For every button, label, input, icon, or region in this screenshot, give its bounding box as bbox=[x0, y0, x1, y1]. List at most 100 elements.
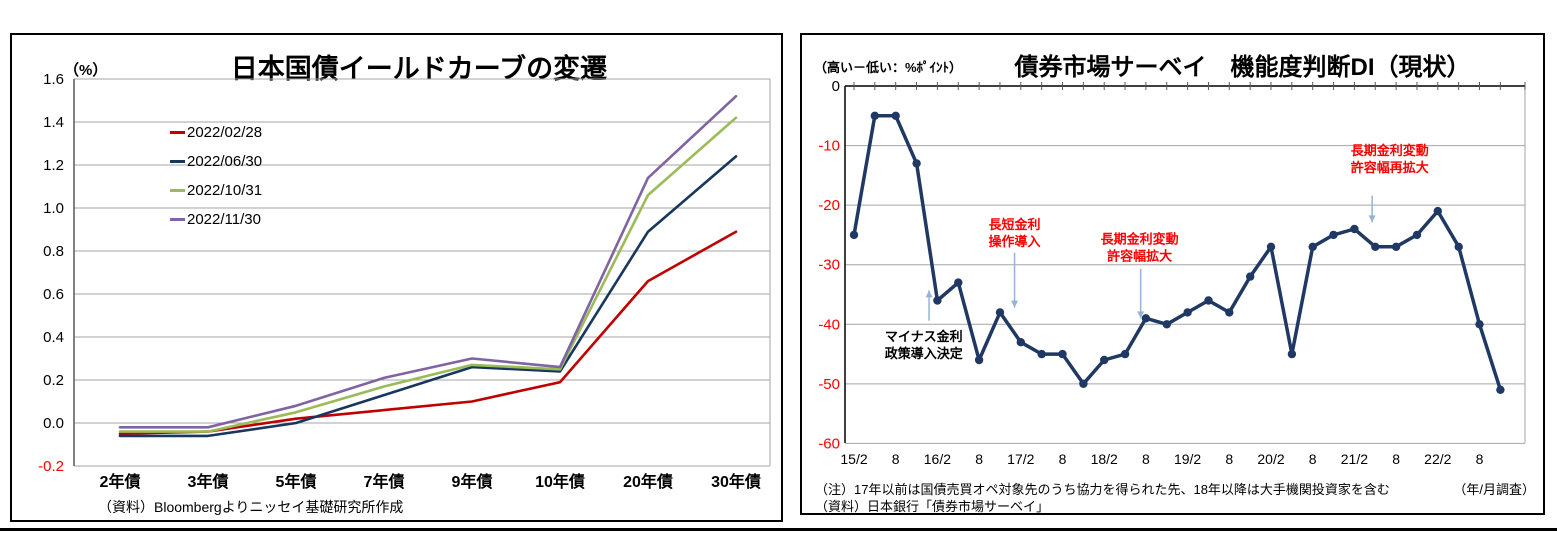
x-tick-label: 5年債 bbox=[276, 472, 317, 491]
data-point-marker bbox=[1162, 320, 1171, 329]
x-tick-label: 8 bbox=[892, 451, 900, 467]
legend-label: 2022/10/31 bbox=[187, 182, 263, 199]
x-tick-label: 8 bbox=[1225, 451, 1233, 467]
data-point-marker bbox=[1141, 314, 1151, 323]
data-point-marker bbox=[954, 278, 963, 287]
x-tick-label: 8 bbox=[975, 451, 983, 467]
legend-item: 2022/02/28 bbox=[170, 118, 262, 147]
data-point-marker bbox=[1266, 242, 1276, 251]
data-point-marker bbox=[1204, 296, 1213, 305]
y-tick-label: -20 bbox=[818, 197, 840, 214]
y-tick-label: -30 bbox=[818, 257, 840, 274]
data-point-marker bbox=[995, 308, 1005, 317]
annotation-ycc-introduction-text: 長短金利 bbox=[988, 217, 1040, 232]
annotation-band-widening-arrowhead bbox=[1137, 311, 1145, 319]
data-point-marker bbox=[1412, 230, 1422, 240]
legend-swatch-2022-02-28 bbox=[170, 131, 185, 134]
x-tick-label: 18/2 bbox=[1091, 451, 1118, 467]
data-point-marker bbox=[1183, 308, 1192, 317]
data-point-marker bbox=[1391, 242, 1401, 251]
data-point-marker bbox=[1225, 308, 1234, 317]
bond-survey-di-unit-label: （高い－低い：%ﾎﾟｲﾝﾄ） bbox=[814, 60, 963, 75]
x-tick-label: 10年債 bbox=[535, 472, 585, 491]
bond-survey-di-panel: 債券市場サーベイ 機能度判断DI（現状） （高い－低い：%ﾎﾟｲﾝﾄ） 0 -10… bbox=[800, 33, 1545, 515]
data-point-marker bbox=[870, 111, 879, 121]
annotation-ycc-introduction-arrowhead bbox=[1011, 300, 1019, 308]
x-tick-label: 16/2 bbox=[924, 451, 951, 467]
x-tick-label: 30年債 bbox=[711, 472, 761, 491]
x-tick-label: 20/2 bbox=[1257, 451, 1284, 467]
y-tick-label: -50 bbox=[818, 376, 840, 393]
data-point-marker bbox=[1329, 230, 1338, 240]
x-tick-label: 8 bbox=[1476, 451, 1484, 467]
y-tick-label: -40 bbox=[818, 316, 840, 333]
data-point-marker bbox=[912, 159, 921, 168]
x-tick-label: 8 bbox=[1059, 451, 1067, 467]
legend-swatch-2022-06-30 bbox=[170, 160, 185, 163]
jgb-yield-curve-panel: 日本国債イールドカーブの変遷 （%） 1.6 1.4 1.2 1.0 0.8 0.6 0.4… bbox=[10, 33, 783, 522]
x-tick-label: 17/2 bbox=[1007, 451, 1034, 467]
x-tick-label: 2年債 bbox=[100, 472, 141, 491]
annotation-band-rewidening-arrowhead bbox=[1368, 215, 1376, 223]
annotation-negative-rate-policy-arrowhead bbox=[925, 290, 933, 298]
series-line-2022-11-30 bbox=[118, 94, 738, 429]
y-tick-label: 1.6 bbox=[43, 71, 64, 88]
data-point-marker bbox=[1496, 385, 1505, 394]
x-tick-label: 8 bbox=[1142, 451, 1150, 467]
annotation-negative-rate-policy-text: マイナス金利 bbox=[885, 329, 963, 344]
data-point-marker bbox=[1433, 206, 1442, 216]
bond-survey-di-source: （資料）日本銀行「債券市場サーベイ」 bbox=[815, 499, 1050, 514]
x-tick-label: 8 bbox=[1309, 451, 1317, 467]
data-point-marker bbox=[1371, 242, 1380, 251]
y-tick-label: 1.0 bbox=[43, 200, 64, 217]
data-point-marker bbox=[1454, 242, 1463, 251]
legend-item: 2022/06/30 bbox=[170, 147, 262, 176]
annotation-ycc-introduction-text: 操作導入 bbox=[988, 234, 1040, 249]
bond-survey-di-note: （注）17年以前は国債売買オペ対象先のうち協力を得られた先、18年以降は大手機関… bbox=[815, 482, 1390, 497]
annotation-negative-rate-policy-text: 政策導入決定 bbox=[885, 346, 963, 361]
y-tick-label: 1.2 bbox=[43, 157, 64, 174]
jgb-yield-curve-legend: 2022/02/28 2022/06/30 2022/10/31 2022/11… bbox=[170, 118, 262, 234]
legend-label: 2022/02/28 bbox=[187, 124, 263, 141]
data-point-marker bbox=[1100, 355, 1109, 365]
jgb-yield-curve-plot: 1.6 1.4 1.2 1.0 0.8 0.6 0.4 0.2 0.0 -0.2 2年債 3年債 5年債… bbox=[38, 71, 771, 491]
annotation-band-rewidening-text: 長期金利変動 bbox=[1351, 143, 1429, 158]
legend-label: 2022/11/30 bbox=[187, 211, 261, 228]
x-tick-label: 7年債 bbox=[364, 472, 405, 491]
y-tick-label: -60 bbox=[818, 435, 840, 452]
x-tick-label: 21/2 bbox=[1341, 451, 1368, 467]
data-point-marker bbox=[1037, 349, 1046, 359]
page-divider-rule bbox=[0, 528, 1557, 531]
y-tick-label: 0.8 bbox=[43, 243, 64, 260]
data-point-marker bbox=[1016, 338, 1025, 347]
x-tick-label: 8 bbox=[1392, 451, 1400, 467]
x-tick-label: 22/2 bbox=[1424, 451, 1451, 467]
data-point-marker bbox=[1058, 349, 1067, 359]
legend-swatch-2022-10-31 bbox=[170, 189, 185, 192]
annotation-band-widening-text: 許容幅拡大 bbox=[1107, 248, 1172, 263]
x-tick-label: 15/2 bbox=[840, 451, 867, 467]
data-point-marker bbox=[933, 296, 942, 305]
series-line-2022-06-30 bbox=[118, 155, 738, 438]
y-tick-label: -0.2 bbox=[38, 458, 64, 475]
data-point-marker bbox=[1350, 224, 1359, 234]
data-point-marker bbox=[1287, 349, 1297, 359]
annotation-band-widening-text: 長期金利変動 bbox=[1101, 231, 1179, 246]
y-tick-label: 0 bbox=[832, 78, 840, 95]
y-tick-label: 0.4 bbox=[43, 329, 64, 346]
legend-swatch-2022-11-30 bbox=[170, 218, 185, 221]
jgb-yield-curve-source: （資料）Bloombergよりニッセイ基礎研究所作成 bbox=[98, 499, 404, 515]
legend-item: 2022/11/30 bbox=[170, 205, 262, 234]
data-point-marker bbox=[1308, 242, 1317, 251]
y-tick-label: -10 bbox=[818, 138, 840, 155]
x-tick-label: 3年債 bbox=[188, 472, 229, 491]
data-point-marker bbox=[1475, 320, 1484, 329]
legend-label: 2022/06/30 bbox=[187, 153, 263, 170]
jgb-yield-curve-unit-label: （%） bbox=[64, 62, 108, 79]
data-point-marker bbox=[849, 230, 859, 240]
y-tick-label: 0.6 bbox=[43, 286, 64, 303]
y-tick-label: 0.0 bbox=[43, 415, 64, 432]
data-point-marker bbox=[891, 111, 900, 121]
